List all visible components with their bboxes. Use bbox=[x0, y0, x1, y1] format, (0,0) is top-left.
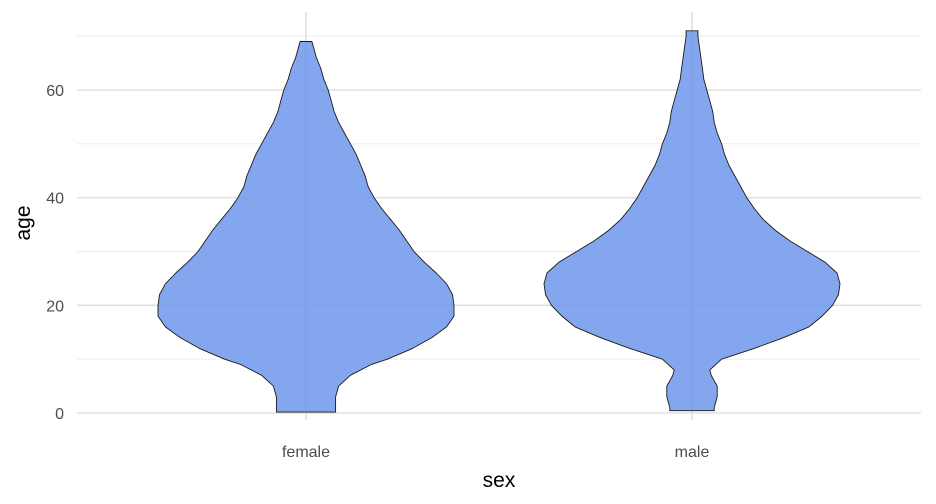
violin-male bbox=[543, 30, 841, 412]
y-tick-label: 60 bbox=[46, 83, 64, 100]
y-tick-label: 20 bbox=[46, 298, 64, 315]
violins bbox=[157, 30, 841, 413]
x-axis-title: sex bbox=[483, 469, 516, 492]
x-tick-label: male bbox=[675, 444, 710, 461]
y-axis-tick-labels: 0 20 40 60 bbox=[46, 83, 64, 423]
x-tick-label: female bbox=[282, 444, 330, 461]
y-tick-label: 40 bbox=[46, 191, 64, 208]
violin-female bbox=[157, 41, 455, 413]
y-tick-label: 0 bbox=[55, 406, 64, 423]
x-axis-tick-labels: female male bbox=[282, 444, 709, 461]
y-axis-title: age bbox=[12, 205, 35, 240]
